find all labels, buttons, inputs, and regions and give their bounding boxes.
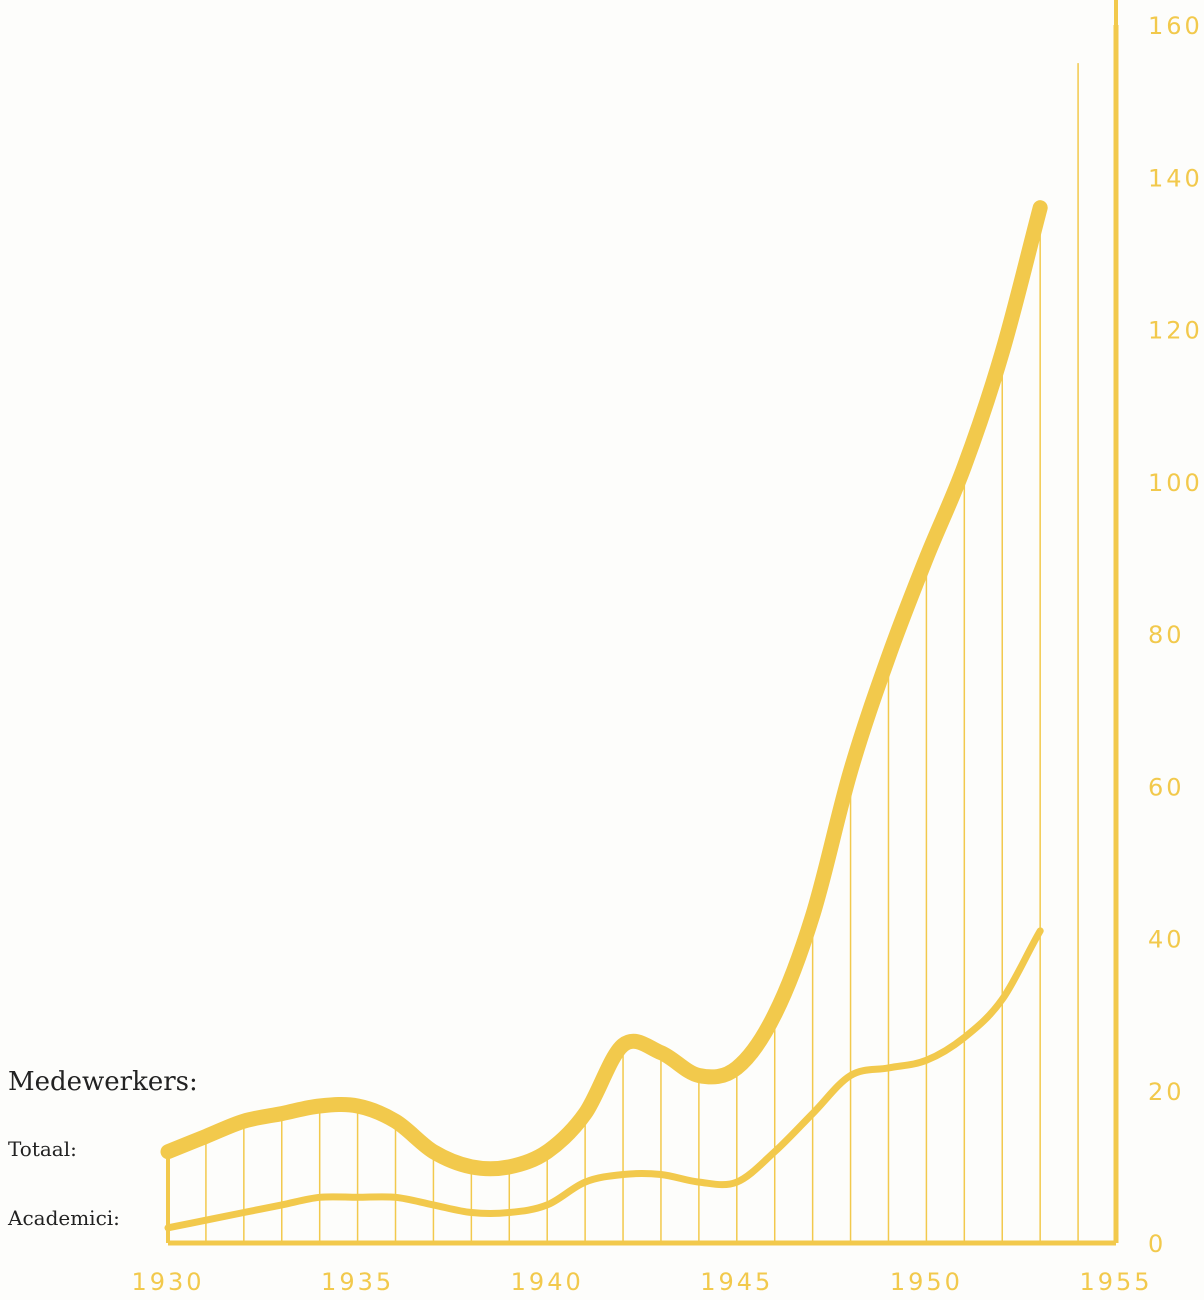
x-tick-label: 1935 xyxy=(321,1268,394,1296)
y-tick-label: 60 xyxy=(1148,773,1185,801)
y-tick-label: 80 xyxy=(1148,621,1185,649)
y-tick-label: 40 xyxy=(1148,926,1185,954)
x-tick-label: 1930 xyxy=(131,1268,204,1296)
vertical-gridlines xyxy=(166,0,1118,1243)
academici-series-line xyxy=(164,927,1044,1232)
x-tick-label: 1940 xyxy=(511,1268,584,1296)
legend-title: Medewerkers: xyxy=(8,1067,198,1097)
legend-total-label: Totaal: xyxy=(8,1137,77,1161)
y-tick-label: 100 xyxy=(1148,469,1203,497)
x-axis-ticks: 1930 1935 1940 1945 1950 1955 xyxy=(131,1268,1152,1296)
legend-academici-label: Academici: xyxy=(7,1206,120,1230)
y-tick-label: 120 xyxy=(1148,317,1203,345)
y-tick-label: 20 xyxy=(1148,1078,1185,1106)
x-tick-label: 1950 xyxy=(890,1268,963,1296)
x-tick-label: 1955 xyxy=(1079,1268,1152,1296)
total-series-line xyxy=(160,200,1048,1177)
x-tick-label: 1945 xyxy=(700,1268,773,1296)
y-tick-label: 0 xyxy=(1148,1230,1166,1258)
y-tick-label: 140 xyxy=(1148,164,1203,192)
y-tick-label: 160 xyxy=(1148,12,1203,40)
y-axis-ticks: 0 20 40 60 80 100 120 140 160 xyxy=(1148,12,1203,1258)
